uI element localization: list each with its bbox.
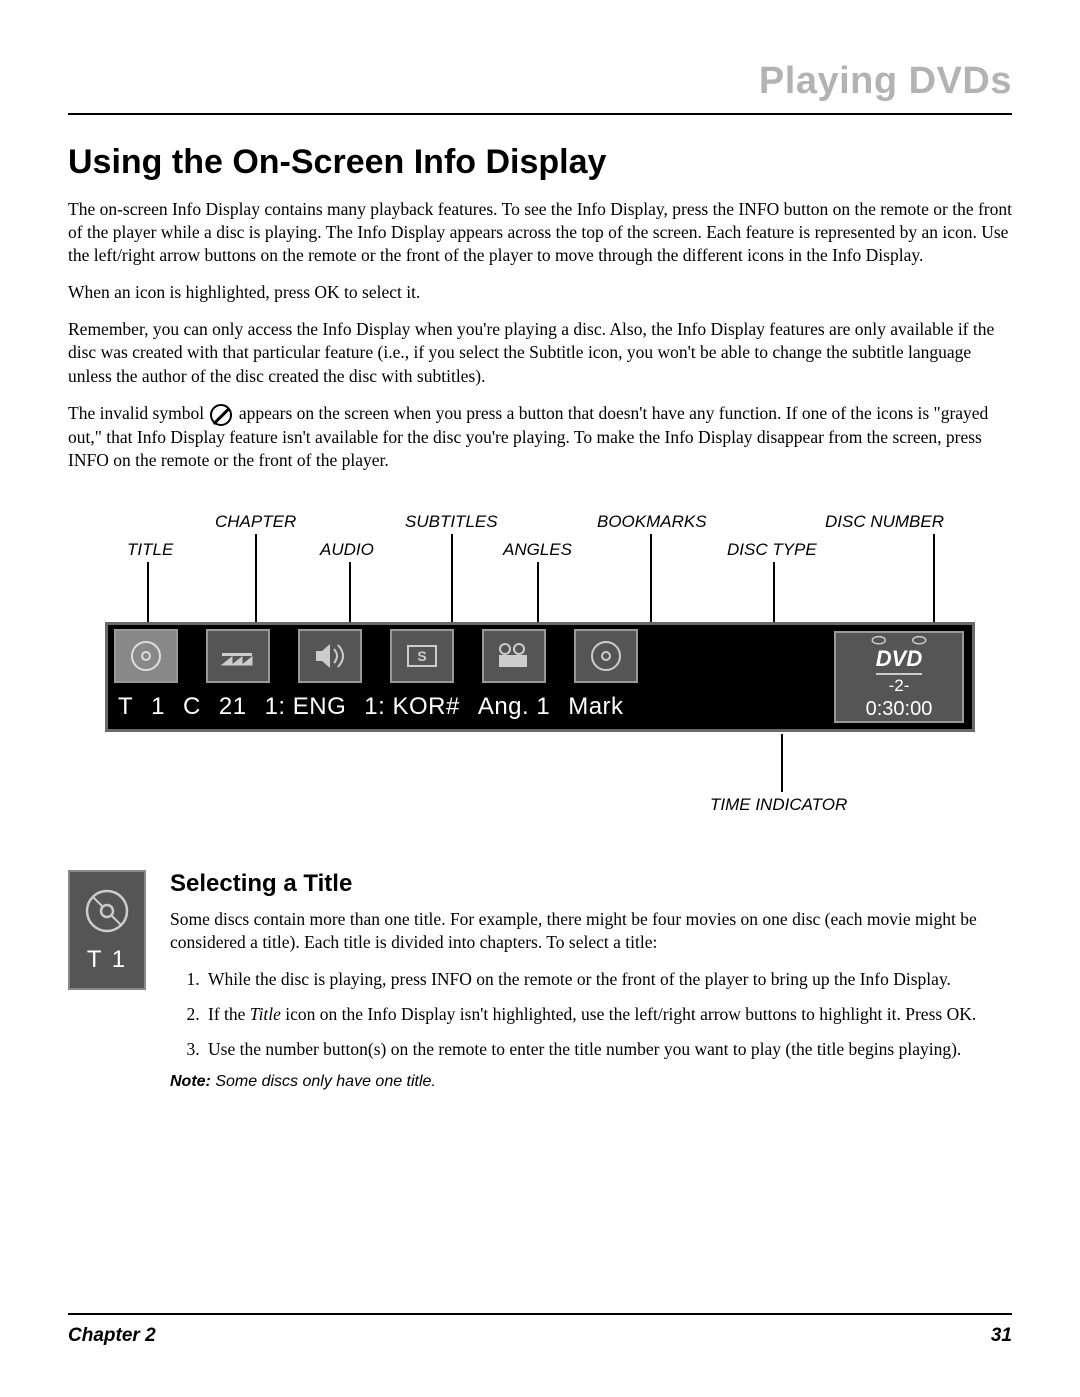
callout-time: TIME INDICATOR (710, 795, 847, 815)
title-icon-label: T 1 (87, 946, 127, 974)
step-3: Use the number button(s) on the remote t… (204, 1038, 1012, 1061)
paragraph-3: Remember, you can only access the Info D… (68, 318, 1012, 387)
info-display-diagram: CHAPTER SUBTITLES BOOKMARKS DISC NUMBER … (105, 512, 975, 832)
dvd-disc-number: -2- (889, 676, 910, 696)
callout-angles: ANGLES (503, 540, 572, 560)
vline-time (781, 734, 783, 792)
paragraph-2: When an icon is highlighted, press OK to… (68, 281, 1012, 304)
angles-icon (482, 629, 546, 683)
callout-title: TITLE (127, 540, 173, 560)
callout-subtitles: SUBTITLES (405, 512, 498, 532)
dvd-logo: DVD (876, 646, 922, 675)
sub-val: 1: KOR# (364, 693, 460, 721)
callout-chapter: CHAPTER (215, 512, 296, 532)
footer-page: 31 (991, 1325, 1012, 1347)
vline-subtitles (451, 534, 453, 634)
title-val: 1 (151, 693, 165, 721)
bookmarks-icon (574, 629, 638, 683)
info-display-bar: S T 1 C 21 1: ENG 1: KOR# Ang. 1 Mark DV… (105, 622, 975, 732)
section-heading: Using the On-Screen Info Display (68, 143, 1012, 182)
disc-icon (82, 886, 132, 936)
page-header-title: Playing DVDs (68, 60, 1012, 103)
step-list: While the disc is playing, press INFO on… (170, 968, 1012, 1061)
vline-bookmarks (650, 534, 652, 634)
selecting-title-section: T 1 Selecting a Title Some discs contain… (68, 870, 1012, 1091)
chapter-icon (206, 629, 270, 683)
mark-val: Mark (568, 693, 623, 721)
footer-chapter: Chapter 2 (68, 1325, 156, 1347)
note-line: Note: Some discs only have one title. (170, 1073, 1012, 1091)
chapter-c: C (183, 693, 201, 721)
subtitles-icon: S (390, 629, 454, 683)
ang-val: Ang. 1 (478, 693, 550, 721)
title-icon (114, 629, 178, 683)
callout-bookmarks: BOOKMARKS (597, 512, 707, 532)
vline-chapter (255, 534, 257, 634)
subsection-intro: Some discs contain more than one title. … (170, 908, 1012, 954)
callout-disc-number: DISC NUMBER (825, 512, 944, 532)
header-rule (68, 113, 1012, 115)
title-icon-large: T 1 (68, 870, 146, 990)
footer-rule (68, 1313, 1012, 1315)
subsection-heading: Selecting a Title (170, 870, 1012, 898)
dvd-time: 0:30:00 (866, 698, 933, 721)
page-footer: Chapter 2 31 (68, 1313, 1012, 1347)
note-bold: Note: (170, 1073, 211, 1090)
paragraph-1: The on-screen Info Display contains many… (68, 198, 1012, 267)
title-t: T (118, 693, 133, 721)
subsection-content: Selecting a Title Some discs contain mor… (170, 870, 1012, 1091)
disc-type-box: DVD -2- 0:30:00 (834, 631, 964, 723)
paragraph-4: The invalid symbol appears on the screen… (68, 402, 1012, 472)
callout-audio: AUDIO (320, 540, 374, 560)
step-2: If the Title icon on the Info Display is… (204, 1003, 1012, 1026)
svg-text:S: S (417, 648, 426, 664)
audio-val: 1: ENG (265, 693, 347, 721)
invalid-symbol-icon (210, 404, 232, 426)
audio-icon (298, 629, 362, 683)
step-1: While the disc is playing, press INFO on… (204, 968, 1012, 991)
note-rest: Some discs only have one title. (211, 1073, 436, 1090)
chapter-val: 21 (219, 693, 247, 721)
callout-disc-type: DISC TYPE (727, 540, 817, 560)
p4-pre: The invalid symbol (68, 403, 208, 423)
